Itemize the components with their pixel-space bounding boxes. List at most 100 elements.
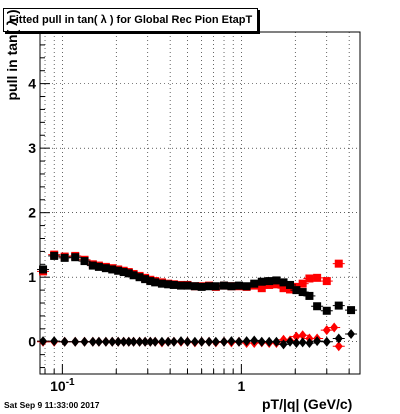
data-point-square-1 — [242, 282, 251, 291]
data-point-square-1 — [347, 306, 356, 315]
data-point-square-1 — [88, 261, 97, 270]
data-point-square-1 — [205, 282, 214, 291]
data-point-square-1 — [250, 279, 259, 288]
data-point-square-1 — [257, 277, 266, 286]
y-tick-label: 4 — [28, 76, 36, 92]
data-point-square-1 — [129, 271, 138, 280]
data-point-square-1 — [279, 278, 288, 287]
data-point-diamond-3 — [286, 336, 295, 347]
data-point-square-1 — [60, 253, 69, 262]
data-point-diamond-3 — [80, 336, 89, 347]
data-point-square-1 — [227, 282, 236, 291]
data-point-square-1 — [146, 277, 155, 286]
data-point-diamond-3 — [190, 336, 199, 347]
data-point-square-0 — [334, 259, 343, 268]
data-point-diamond-3 — [50, 336, 59, 347]
data-point-square-1 — [169, 280, 178, 289]
data-point-diamond-3 — [347, 328, 356, 339]
data-point-square-1 — [151, 278, 160, 287]
data-point-diamond-3 — [39, 336, 48, 347]
data-point-square-1 — [197, 282, 206, 291]
data-point-diamond-3 — [242, 336, 251, 347]
data-point-diamond-3 — [94, 336, 103, 347]
data-point-square-0 — [305, 274, 314, 283]
data-point-diamond-3 — [292, 338, 301, 349]
data-point-diamond-3 — [334, 333, 343, 344]
data-point-diamond-3 — [227, 336, 236, 347]
data-point-square-1 — [101, 264, 110, 273]
data-point-diamond-3 — [60, 336, 69, 347]
data-point-square-1 — [211, 282, 220, 291]
data-point-diamond-3 — [205, 336, 214, 347]
data-point-diamond-3 — [71, 336, 80, 347]
data-point-square-0 — [286, 285, 295, 294]
data-point-diamond-3 — [157, 336, 166, 347]
data-point-square-1 — [135, 273, 144, 282]
x-tick-label: 1 — [237, 378, 245, 394]
chart-title: Fitted pull in tan( λ ) for Global Rec P… — [3, 8, 259, 32]
data-point-square-1 — [157, 279, 166, 288]
data-point-square-1 — [39, 265, 48, 274]
plot-frame — [39, 31, 361, 375]
data-point-square-1 — [50, 251, 59, 260]
data-point-square-1 — [164, 280, 173, 289]
data-point-diamond-3 — [234, 336, 243, 347]
data-point-square-0 — [313, 273, 322, 282]
plot-area — [40, 32, 360, 374]
data-point-square-1 — [234, 281, 243, 290]
data-point-diamond-2 — [292, 331, 301, 342]
data-point-diamond-3 — [88, 336, 97, 347]
data-point-diamond-3 — [197, 336, 206, 347]
data-point-square-0 — [298, 279, 307, 288]
data-point-square-1 — [334, 301, 343, 310]
data-point-square-1 — [124, 269, 133, 278]
data-point-square-0 — [322, 277, 331, 286]
data-point-square-1 — [292, 286, 301, 295]
y-tick-label: 1 — [28, 269, 36, 285]
data-point-square-1 — [272, 276, 281, 285]
data-point-square-1 — [119, 268, 128, 277]
data-point-square-1 — [71, 253, 80, 262]
data-point-diamond-3 — [183, 336, 192, 347]
data-point-diamond-3 — [305, 338, 314, 349]
data-point-diamond-3 — [265, 336, 274, 347]
data-point-square-1 — [183, 281, 192, 290]
data-point-diamond-3 — [250, 335, 259, 346]
data-point-diamond-3 — [169, 336, 178, 347]
y-tick-label: 3 — [28, 140, 36, 156]
data-point-square-0 — [257, 284, 266, 293]
x-axis-label: pT/|q| (GeV/c) — [262, 396, 353, 412]
data-point-square-1 — [190, 282, 199, 291]
y-tick-label: 0 — [28, 334, 36, 350]
data-point-square-1 — [108, 265, 117, 274]
data-point-diamond-2 — [330, 322, 339, 333]
data-point-diamond-3 — [176, 336, 185, 347]
timestamp-footer: Sat Sep 9 11:33:00 2017 — [4, 400, 100, 410]
data-point-square-1 — [265, 277, 274, 286]
data-point-square-1 — [286, 280, 295, 289]
data-point-square-1 — [80, 257, 89, 266]
data-point-square-1 — [220, 281, 229, 290]
data-point-diamond-3 — [322, 336, 331, 347]
data-point-square-1 — [141, 275, 150, 284]
data-point-square-1 — [114, 266, 123, 275]
data-point-diamond-2 — [298, 330, 307, 341]
data-point-diamond-3 — [220, 336, 229, 347]
data-point-square-1 — [313, 302, 322, 311]
data-point-diamond-3 — [211, 336, 220, 347]
data-point-square-1 — [94, 262, 103, 271]
data-point-diamond-3 — [313, 336, 322, 347]
data-point-square-1 — [298, 288, 307, 297]
data-point-square-0 — [279, 284, 288, 293]
data-point-square-1 — [176, 281, 185, 290]
data-point-diamond-3 — [257, 336, 266, 347]
x-tick-label: 10-1 — [50, 377, 75, 394]
data-point-square-1 — [322, 306, 331, 315]
data-point-diamond-2 — [334, 341, 343, 352]
data-point-diamond-3 — [151, 336, 160, 347]
data-point-diamond-3 — [101, 336, 110, 347]
data-point-square-1 — [305, 291, 314, 300]
data-point-diamond-3 — [298, 337, 307, 348]
y-tick-label: 2 — [28, 205, 36, 221]
